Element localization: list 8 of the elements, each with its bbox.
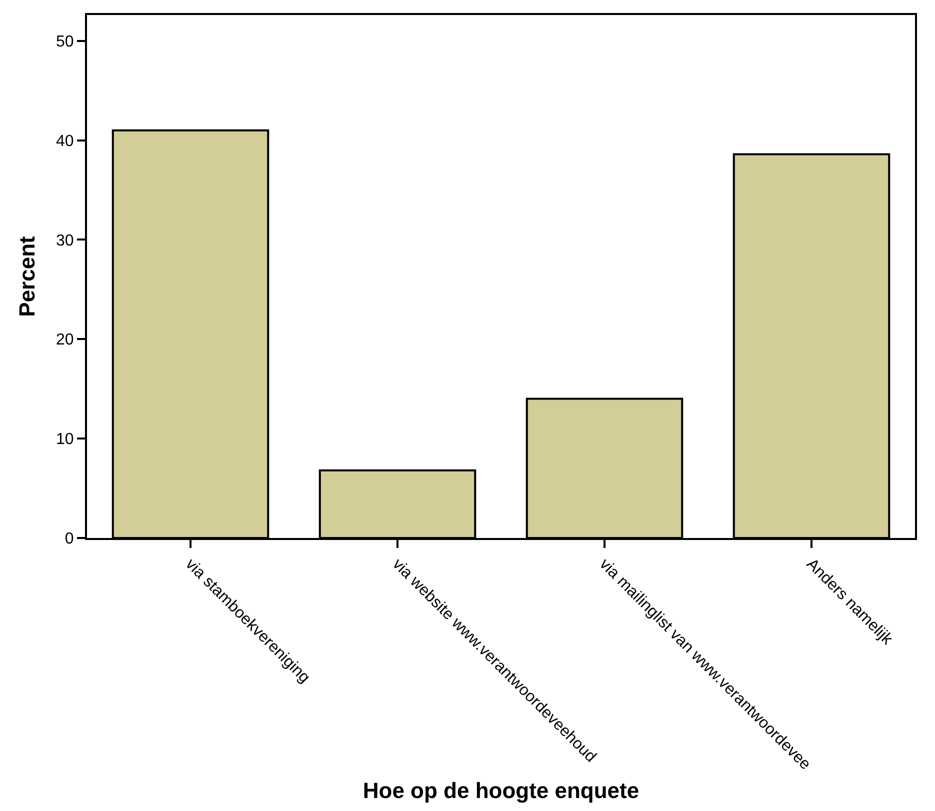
y-tick-label: 40 [56, 132, 74, 150]
y-axis-title: Percent [14, 235, 40, 317]
x-axis-title: Hoe op de hoogte enquete [362, 778, 640, 803]
y-tick-label: 20 [56, 332, 74, 349]
y-tick-label: 0 [64, 530, 74, 548]
y-tick-label: 50 [56, 33, 74, 50]
y-tick-label: 10 [56, 431, 74, 448]
y-tick-label: 30 [56, 232, 74, 250]
